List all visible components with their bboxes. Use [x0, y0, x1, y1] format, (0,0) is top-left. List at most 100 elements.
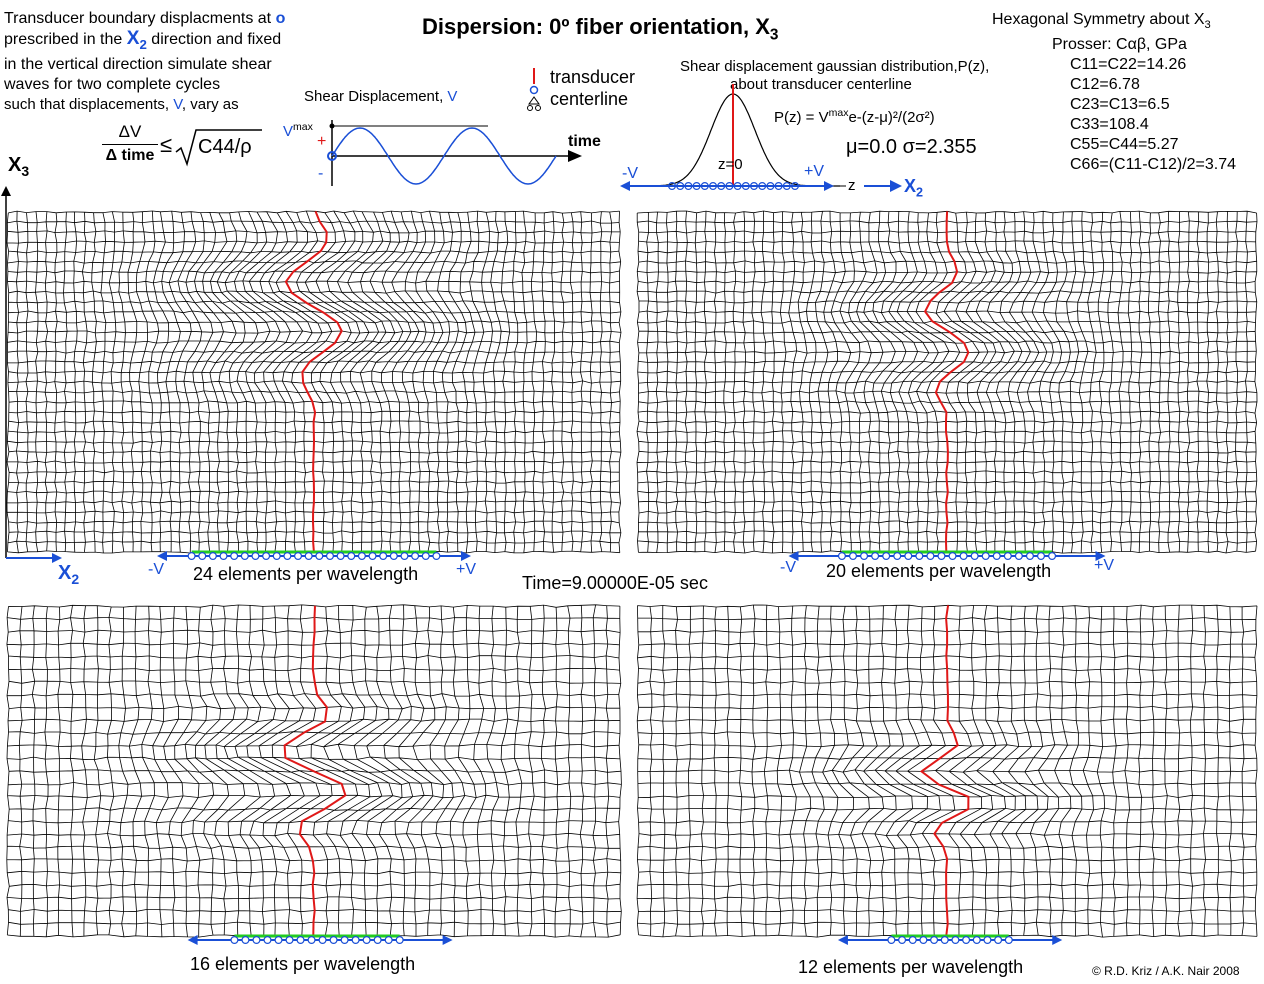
- transducer-node: [684, 181, 693, 190]
- transducer-node: [970, 552, 979, 561]
- panel-20-minus-v: -V: [780, 559, 796, 576]
- gauss-minus-v: -V: [622, 165, 638, 182]
- panel-24-minus-v: -V: [148, 561, 164, 578]
- transducer-node: [208, 552, 217, 561]
- x2-axis-label: X2: [58, 562, 80, 587]
- transducer-node: [766, 181, 775, 190]
- vmax-label: Vmax: [283, 121, 313, 140]
- transducer-node: [198, 552, 207, 561]
- transducer-node: [774, 181, 783, 190]
- panel-24-plus-v: +V: [456, 561, 477, 578]
- transducer-node: [937, 552, 946, 561]
- transducer-node: [325, 552, 334, 561]
- transducer-node: [432, 552, 441, 561]
- gauss-x2-label: X2: [904, 176, 924, 200]
- transducer-node: [421, 552, 430, 561]
- x3-arrow-icon: [1, 186, 11, 196]
- panel-caption-20: 20 elements per wavelength: [826, 561, 1052, 581]
- transducer-node: [959, 552, 968, 561]
- copyright: © R.D. Kriz / A.K. Nair 2008: [1092, 964, 1240, 978]
- transducer-arrow-icon: [187, 935, 198, 945]
- transducer-node: [304, 552, 313, 561]
- mesh-panel-20: [636, 210, 1258, 561]
- transducer-node: [340, 936, 349, 945]
- transducer-arrow-icon: [788, 551, 799, 561]
- properties-block: Hexagonal Symmetry about X3 Prosser: Cαβ…: [992, 11, 1237, 174]
- legend-text: transducer centerline: [550, 67, 636, 109]
- transducer-node: [262, 552, 271, 561]
- shear-sine-plot: [327, 120, 582, 186]
- transducer-node: [252, 936, 261, 945]
- transducer-node: [230, 936, 239, 945]
- transducer-node: [1025, 552, 1034, 561]
- left-arrow-icon: [620, 181, 630, 191]
- mesh-panel-24: [1, 186, 622, 563]
- x2-arrow-icon: [52, 553, 62, 563]
- panel-caption-24: 24 elements per wavelength: [193, 564, 419, 584]
- transducer-node: [395, 936, 404, 945]
- transducer-node: [882, 552, 891, 561]
- transducer-node: [230, 552, 239, 561]
- z0-label: z=0: [718, 156, 743, 173]
- transducer-node: [904, 552, 913, 561]
- transducer-node: [411, 552, 420, 561]
- transducer-node: [758, 181, 767, 190]
- transducer-node: [791, 181, 800, 190]
- transducer-node: [708, 181, 717, 190]
- transducer-node: [347, 552, 356, 561]
- transducer-node: [676, 181, 685, 190]
- transducer-node: [837, 552, 846, 561]
- transducer-node: [400, 552, 409, 561]
- transducer-node: [1048, 552, 1057, 561]
- minus-label: -: [318, 165, 324, 182]
- panel-caption-16: 16 elements per wavelength: [190, 954, 416, 974]
- transducer-node: [283, 552, 292, 561]
- sine-wave: [331, 127, 557, 185]
- transducer-node: [251, 552, 260, 561]
- gaussian-title: Shear displacement gaussian distribution…: [680, 58, 990, 93]
- transducer-node: [357, 552, 366, 561]
- transducer-node: [733, 181, 742, 190]
- transducer-centerline: [919, 605, 970, 937]
- x3-axis-label: X3: [8, 154, 30, 179]
- transducer-node: [384, 936, 393, 945]
- transducer-node: [368, 552, 377, 561]
- transducer-node: [848, 552, 857, 561]
- transducer-node: [274, 936, 283, 945]
- page-title: Dispersion: 0º fiber orientation, X3: [422, 14, 779, 44]
- transducer-node: [940, 936, 949, 945]
- transducer-nodes: [667, 181, 800, 190]
- transducer-centerline: [923, 211, 970, 552]
- transducer-node: [962, 936, 971, 945]
- transducer-arrow-icon: [157, 551, 167, 561]
- transducer-node: [296, 936, 305, 945]
- transducer-node: [315, 552, 324, 561]
- transducer-node: [948, 552, 957, 561]
- transducer-node: [389, 552, 398, 561]
- x2-arrow-icon: [890, 180, 902, 192]
- transducer-node: [741, 181, 750, 190]
- panel-20-plus-v: +V: [1094, 557, 1115, 574]
- transducer-node: [692, 181, 701, 190]
- transducer-arrow-icon: [1095, 551, 1106, 561]
- transducer-node: [379, 552, 388, 561]
- transducer-centerline: [284, 210, 343, 553]
- transducer-node: [362, 936, 371, 945]
- vmax-dot: [329, 123, 335, 129]
- intro-text: Transducer boundary displacments at o pr…: [4, 10, 286, 113]
- transducer-node: [782, 181, 791, 190]
- transducer-node: [294, 552, 303, 561]
- transducer-node: [871, 552, 880, 561]
- panel-caption-12: 12 elements per wavelength: [798, 957, 1024, 977]
- transducer-node: [887, 936, 896, 945]
- plus-label: +: [317, 133, 327, 150]
- transducer-node: [285, 936, 294, 945]
- z-label: z: [848, 177, 856, 194]
- transducer-node: [336, 552, 345, 561]
- right-arrow-icon: [824, 181, 834, 191]
- blue-node-icon: [529, 85, 539, 95]
- transducer-node: [1004, 936, 1013, 945]
- transducer-node: [717, 181, 726, 190]
- transducer-node: [919, 936, 928, 945]
- transducer-node: [908, 936, 917, 945]
